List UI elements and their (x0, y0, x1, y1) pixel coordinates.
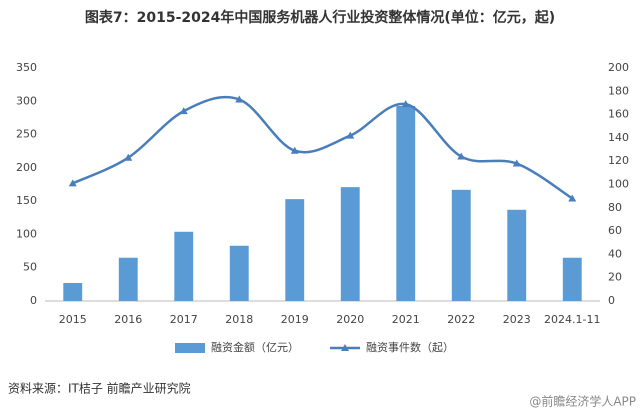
line-marker (68, 179, 77, 187)
line (72, 95, 573, 200)
line-marker (512, 159, 521, 167)
bar (340, 187, 360, 301)
bar (118, 257, 138, 301)
x-tick-label: 2018 (225, 313, 253, 326)
x-tick-label: 2019 (281, 313, 309, 326)
line-marker (401, 100, 410, 108)
legend-swatch (341, 344, 349, 351)
y2-tick-label: 120 (608, 154, 629, 167)
watermark: @前瞻经济学人APP (529, 394, 636, 409)
y2-tick-label: 80 (608, 201, 622, 214)
x-tick-label: 2017 (170, 313, 198, 326)
line-marker (235, 95, 244, 103)
bar (562, 257, 582, 301)
y-tick-label: 300 (16, 94, 37, 107)
line-marker (568, 194, 577, 202)
y2-tick-label: 140 (608, 131, 629, 144)
line-marker (457, 152, 466, 160)
x-tick-label: 2016 (114, 313, 142, 326)
bar (174, 231, 194, 301)
bar (396, 105, 416, 302)
y2-tick-label: 180 (608, 84, 629, 97)
line-marker (124, 153, 133, 161)
line-marker (290, 146, 299, 154)
x-tick-label: 2022 (447, 313, 475, 326)
y2-tick-label: 100 (608, 178, 629, 191)
y2-tick-label: 60 (608, 224, 622, 237)
y-tick-label: 250 (16, 128, 37, 141)
x-tick-label: 2024.1-11 (544, 313, 600, 326)
x-tick-label: 2020 (336, 313, 364, 326)
y-tick-label: 150 (16, 194, 37, 207)
line-marker (179, 107, 188, 115)
x-tick-label: 2021 (392, 313, 420, 326)
y-tick-label: 50 (23, 261, 37, 274)
y-tick-label: 0 (30, 294, 37, 307)
y2-tick-label: 0 (608, 294, 615, 307)
bar (229, 245, 249, 301)
legend-swatch (175, 343, 205, 353)
chart-title: 图表7：2015-2024年中国服务机器人行业投资整体情况(单位：亿元，起) (85, 9, 555, 26)
line-marker (346, 131, 355, 139)
y2-tick-label: 200 (608, 61, 629, 74)
bar (507, 209, 527, 301)
y-tick-label: 200 (16, 161, 37, 174)
bar (451, 189, 471, 301)
legend-label: 融资事件数（起） (366, 341, 454, 354)
source: 资料来源：IT桔子 前瞻产业研究院 (8, 381, 191, 396)
y2-tick-label: 20 (608, 271, 622, 284)
y-tick-label: 100 (16, 227, 37, 240)
y2-tick-label: 160 (608, 108, 629, 121)
bar (285, 199, 305, 301)
y-tick-label: 350 (16, 61, 37, 74)
x-tick-label: 2023 (503, 313, 531, 326)
bar (63, 283, 83, 301)
legend-label: 融资金额（亿元） (211, 340, 299, 354)
y2-tick-label: 40 (608, 247, 622, 260)
x-tick-label: 2015 (59, 313, 87, 326)
